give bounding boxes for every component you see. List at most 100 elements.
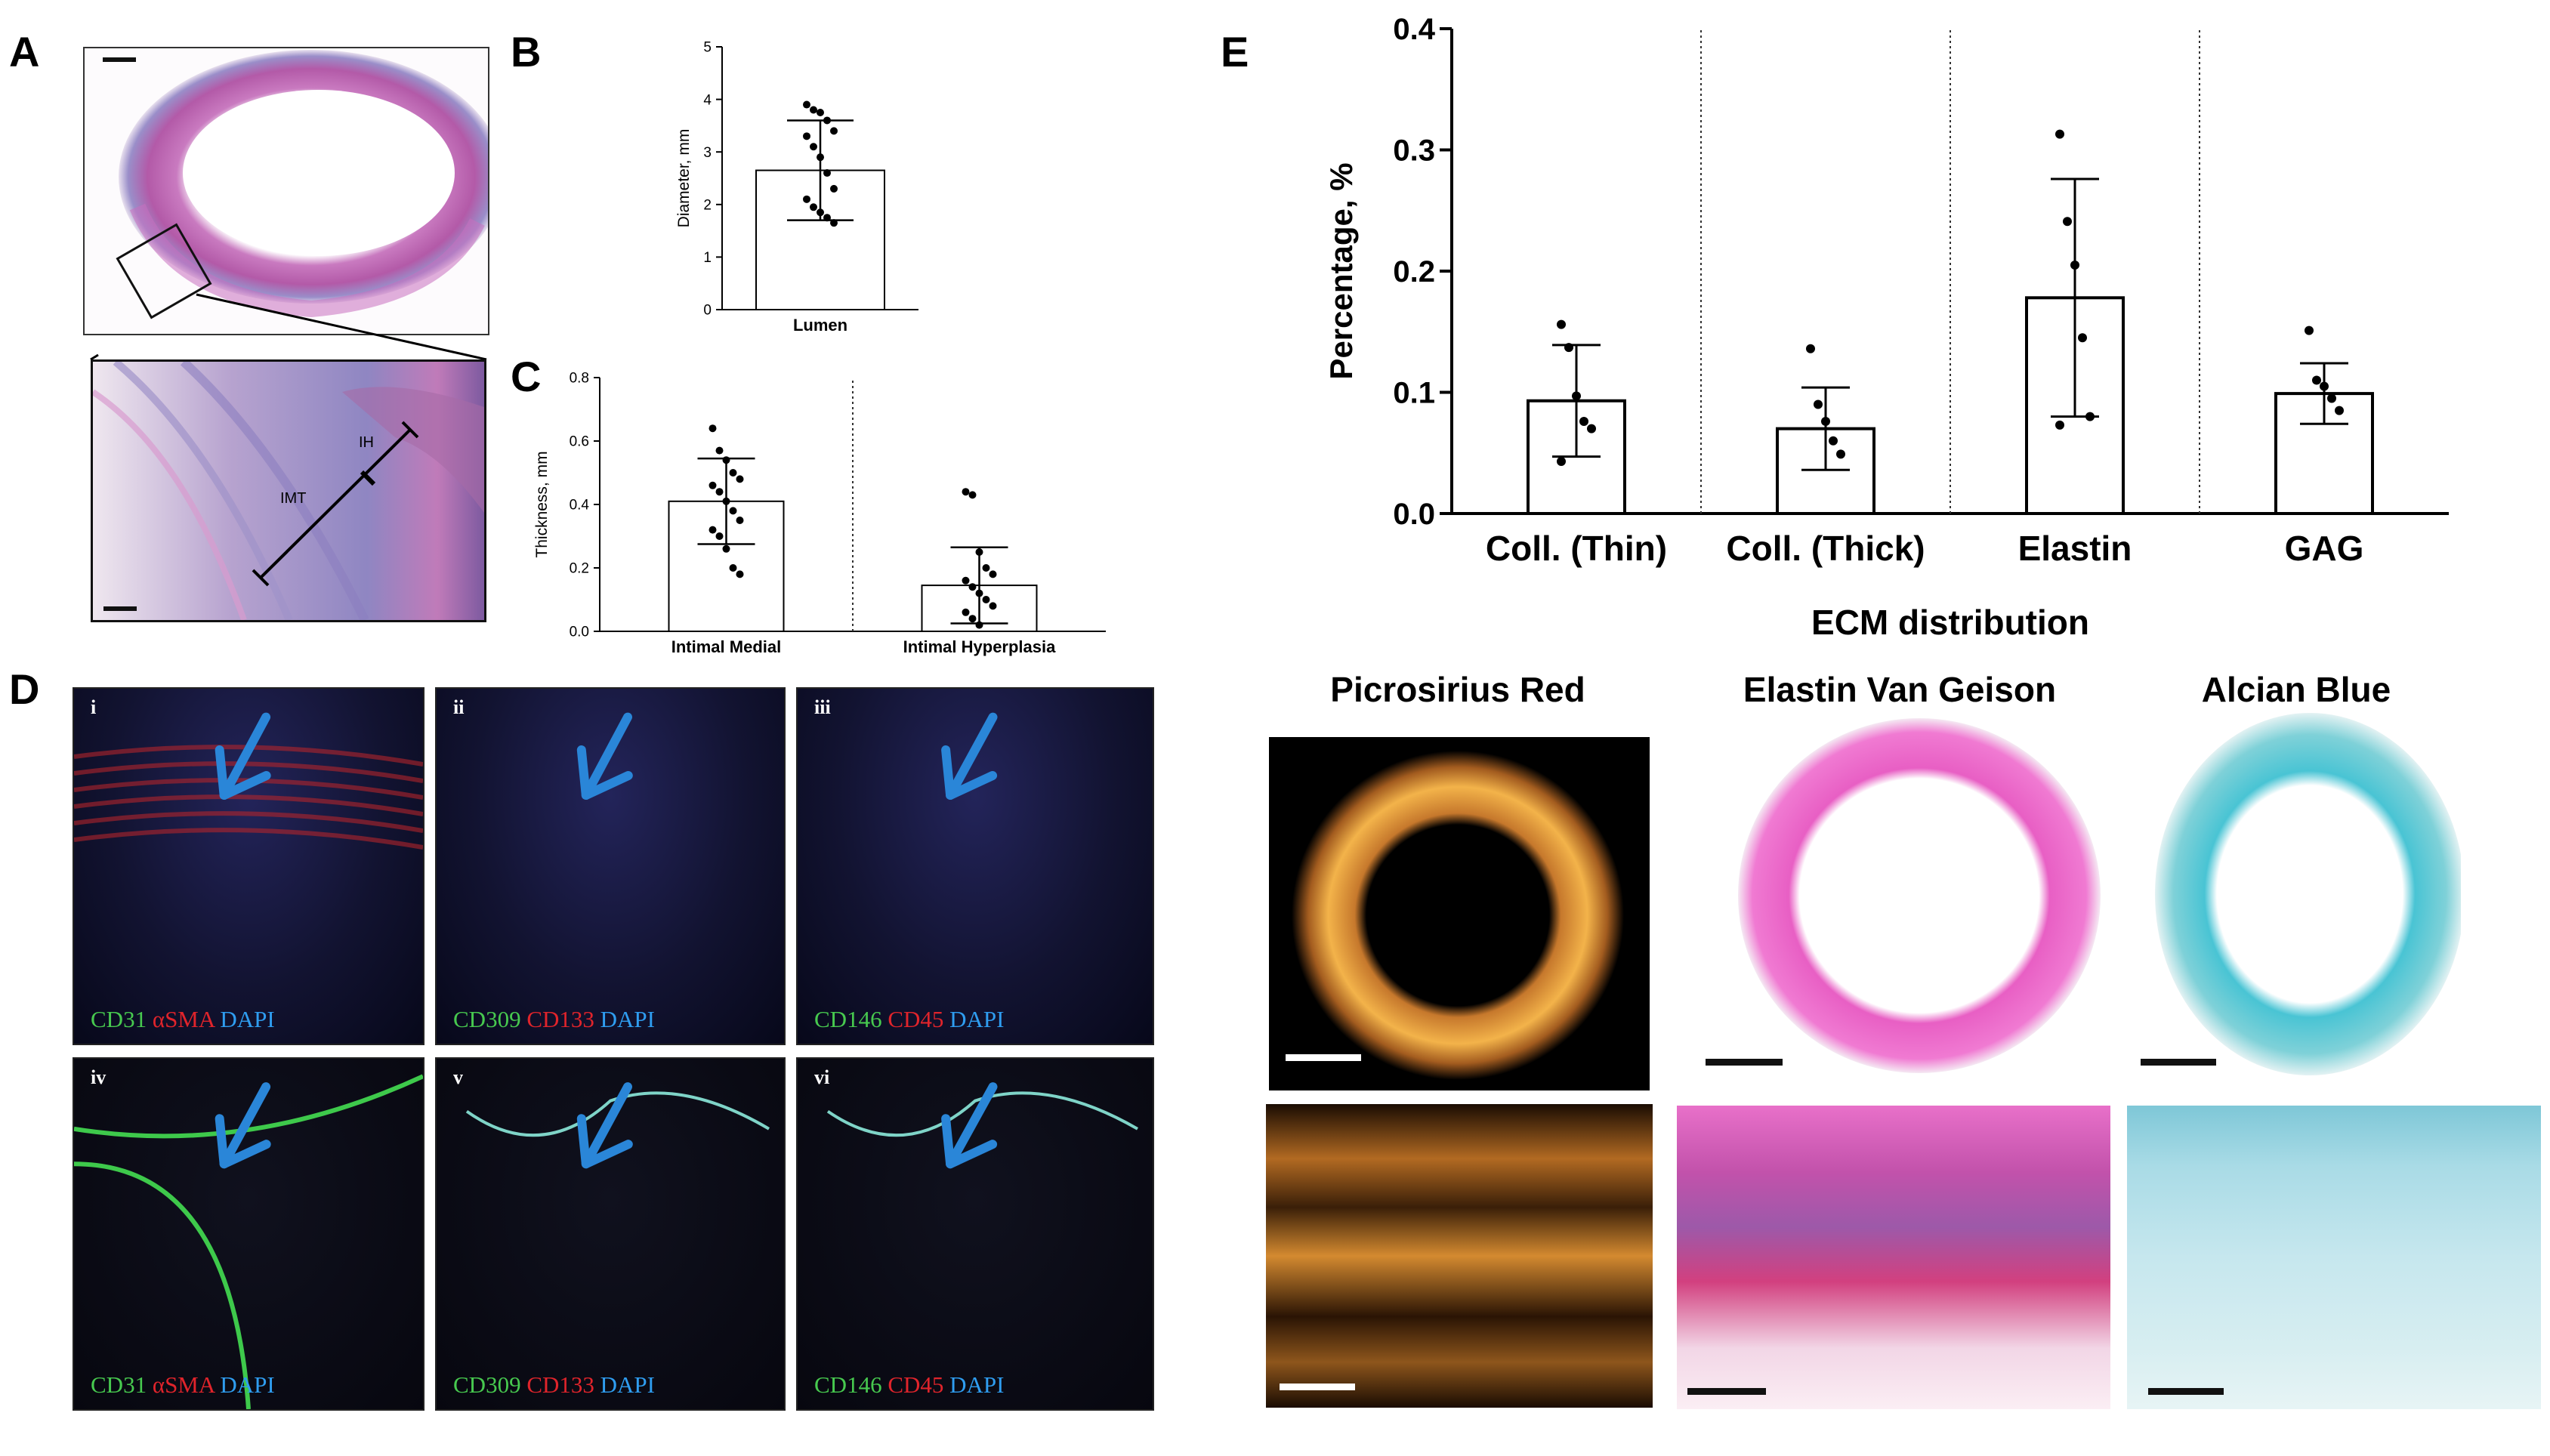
data-point [989,602,997,610]
data-point [2078,333,2087,343]
data-point [817,153,824,162]
data-point [803,195,810,203]
tile-numeral: vi [814,1066,830,1088]
marker-label: CD31 [91,1006,147,1032]
arrow-shaft [946,1082,998,1169]
y-tick-label: 0.4 [1393,13,1435,46]
data-point [729,507,737,515]
data-point [715,532,724,540]
data-point [736,570,744,578]
marker-label: CD133 [520,1371,594,1398]
tile-numeral: v [453,1066,463,1088]
marker-label: DAPI [943,1006,1005,1032]
panel-letter-b: B [511,28,542,76]
panel-letter-a: A [9,28,40,76]
data-point [1821,417,1830,427]
chart-b: 0 1 2 3 4 5 Diameter, mm Lumen [675,40,918,335]
lumen-border [826,1091,1138,1137]
data-point [810,106,817,114]
data-point [830,184,838,193]
data-point [1806,344,1815,353]
data-point [830,219,838,227]
tile-numeral: i [91,696,97,718]
fluorescence-tile-iv: iv CD31 αSMA DAPI [73,1057,424,1411]
marker-label: CD31 [91,1371,147,1398]
arrow-icon [215,1114,271,1169]
stain-title-picrosirius: Picrosirius Red [1330,670,1585,709]
data-point [823,169,831,177]
data-point [975,589,983,597]
endothelial-lining [74,1074,423,1139]
y-tick-label: 1 [703,250,712,266]
smooth-muscle-layer [74,761,423,783]
chart-c: 0.0 0.2 0.4 0.6 0.8 Thickness, mm Intimal Medi… [533,371,1106,656]
fluorescence-tile-vi: vi CD146 CD45 DAPI [796,1057,1154,1411]
alcian-overview-image [2136,713,2461,1084]
marker-label: CD146 [814,1006,882,1032]
tile-numeral: iv [91,1066,107,1088]
y-tick-label: 0.0 [570,625,589,640]
data-point [736,517,744,524]
marker-label: CD309 [453,1006,521,1032]
imt-annotation: IMT [280,490,307,507]
data-point [715,488,724,496]
data-point [1587,424,1596,433]
data-point [1557,456,1566,466]
data-point [2312,375,2321,385]
y-tick-label: 5 [703,40,712,56]
y-tick-label: 0.2 [570,561,589,577]
category-label: Coll. (Thin) [1486,529,1667,568]
arrow-shaft [219,1082,271,1169]
marker-legend: CD146 CD45 DAPI [814,1371,1005,1399]
histology-overview-image [83,47,489,335]
y-axis-label: Diameter, mm [675,129,693,228]
marker-legend: CD309 CD133 DAPI [453,1371,655,1399]
data-point [722,456,730,464]
data-point [810,203,817,211]
category-label: Coll. (Thick) [1726,529,1925,568]
data-point [1829,436,1838,446]
y-tick-label: 0.4 [570,498,590,514]
y-tick-label: 4 [703,92,712,108]
category-label: GAG [2285,529,2364,568]
y-tick-label: 0.2 [1393,255,1435,288]
marker-label: CD45 [881,1006,944,1032]
data-point [729,564,737,572]
data-point [1836,449,1845,459]
y-tick-label: 0.3 [1393,134,1435,168]
data-point [989,570,997,578]
tile-numeral: ii [453,696,465,718]
endothelial-lining [74,1161,251,1409]
tile-texture [941,712,998,800]
arrow-shaft [581,712,632,800]
data-point [817,208,824,217]
marker-legend: CD31 αSMA DAPI [91,1371,275,1399]
panel-letter-e: E [1221,28,1249,76]
evg-overview-image [1696,714,2104,1084]
marker-legend: CD146 CD45 DAPI [814,1006,1005,1033]
panel-letter-d: D [9,665,40,713]
arrow-shaft [581,1082,632,1169]
panel-letter-c: C [511,353,542,400]
fluorescence-tile-ii: ii CD309 CD133 DAPI [435,687,786,1045]
data-point [2085,412,2095,421]
evg-zoom-image [1677,1106,2110,1409]
marker-label: αSMA [147,1371,215,1398]
data-point [803,100,810,109]
data-point [968,615,977,623]
marker-label: CD45 [881,1371,944,1398]
y-tick-label: 0.8 [570,371,589,387]
data-point [1572,391,1581,401]
smooth-muscle-layer [74,811,423,833]
data-point [1579,417,1588,427]
data-point [962,608,970,616]
arrow-shaft [946,712,998,800]
data-point [982,596,990,603]
marker-legend: CD31 αSMA DAPI [91,1006,275,1033]
data-point [962,576,970,585]
category-label: Lumen [793,316,847,335]
category-label: Intimal Medial [671,637,781,656]
tile-texture [74,712,423,850]
data-point [2055,129,2064,139]
data-point [817,109,824,116]
